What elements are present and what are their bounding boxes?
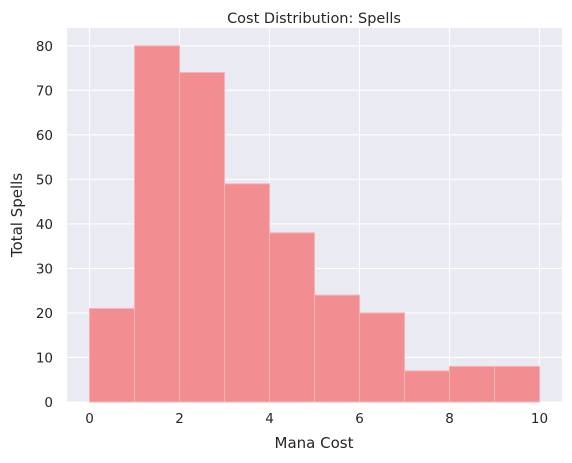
histogram-bar <box>449 365 495 403</box>
histogram-bar <box>224 183 270 403</box>
x-tick-labels: 0 2 4 6 8 10 <box>85 411 548 427</box>
histogram-bar <box>404 370 450 403</box>
chart-title: Cost Distribution: Spells <box>227 11 401 27</box>
x-tick-label: 2 <box>175 411 184 427</box>
y-tick-label: 80 <box>36 39 53 55</box>
histogram-bar <box>179 72 225 403</box>
histogram-bar <box>494 365 540 403</box>
y-tick-label: 70 <box>36 83 53 99</box>
histogram-bar <box>359 312 405 403</box>
histogram-bar <box>134 45 180 403</box>
x-tick-label: 10 <box>531 411 548 427</box>
histogram-bar <box>269 232 315 403</box>
y-tick-label: 30 <box>36 261 53 277</box>
y-tick-label: 40 <box>36 217 53 233</box>
bars <box>89 45 540 403</box>
x-tick-label: 4 <box>265 411 274 427</box>
y-tick-label: 20 <box>36 306 53 322</box>
histogram-bar <box>89 308 135 403</box>
y-tick-label: 50 <box>36 172 53 188</box>
y-tick-label: 0 <box>44 395 53 411</box>
y-axis-label: Total Spells <box>8 173 26 258</box>
y-tick-label: 60 <box>36 128 53 144</box>
x-tick-label: 8 <box>445 411 454 427</box>
y-tick-labels: 0 10 20 30 40 50 60 70 80 <box>36 39 53 411</box>
histogram-bar <box>314 294 360 403</box>
x-tick-label: 6 <box>355 411 364 427</box>
y-tick-label: 10 <box>36 350 53 366</box>
x-axis-label: Mana Cost <box>275 434 354 452</box>
x-tick-label: 0 <box>85 411 94 427</box>
